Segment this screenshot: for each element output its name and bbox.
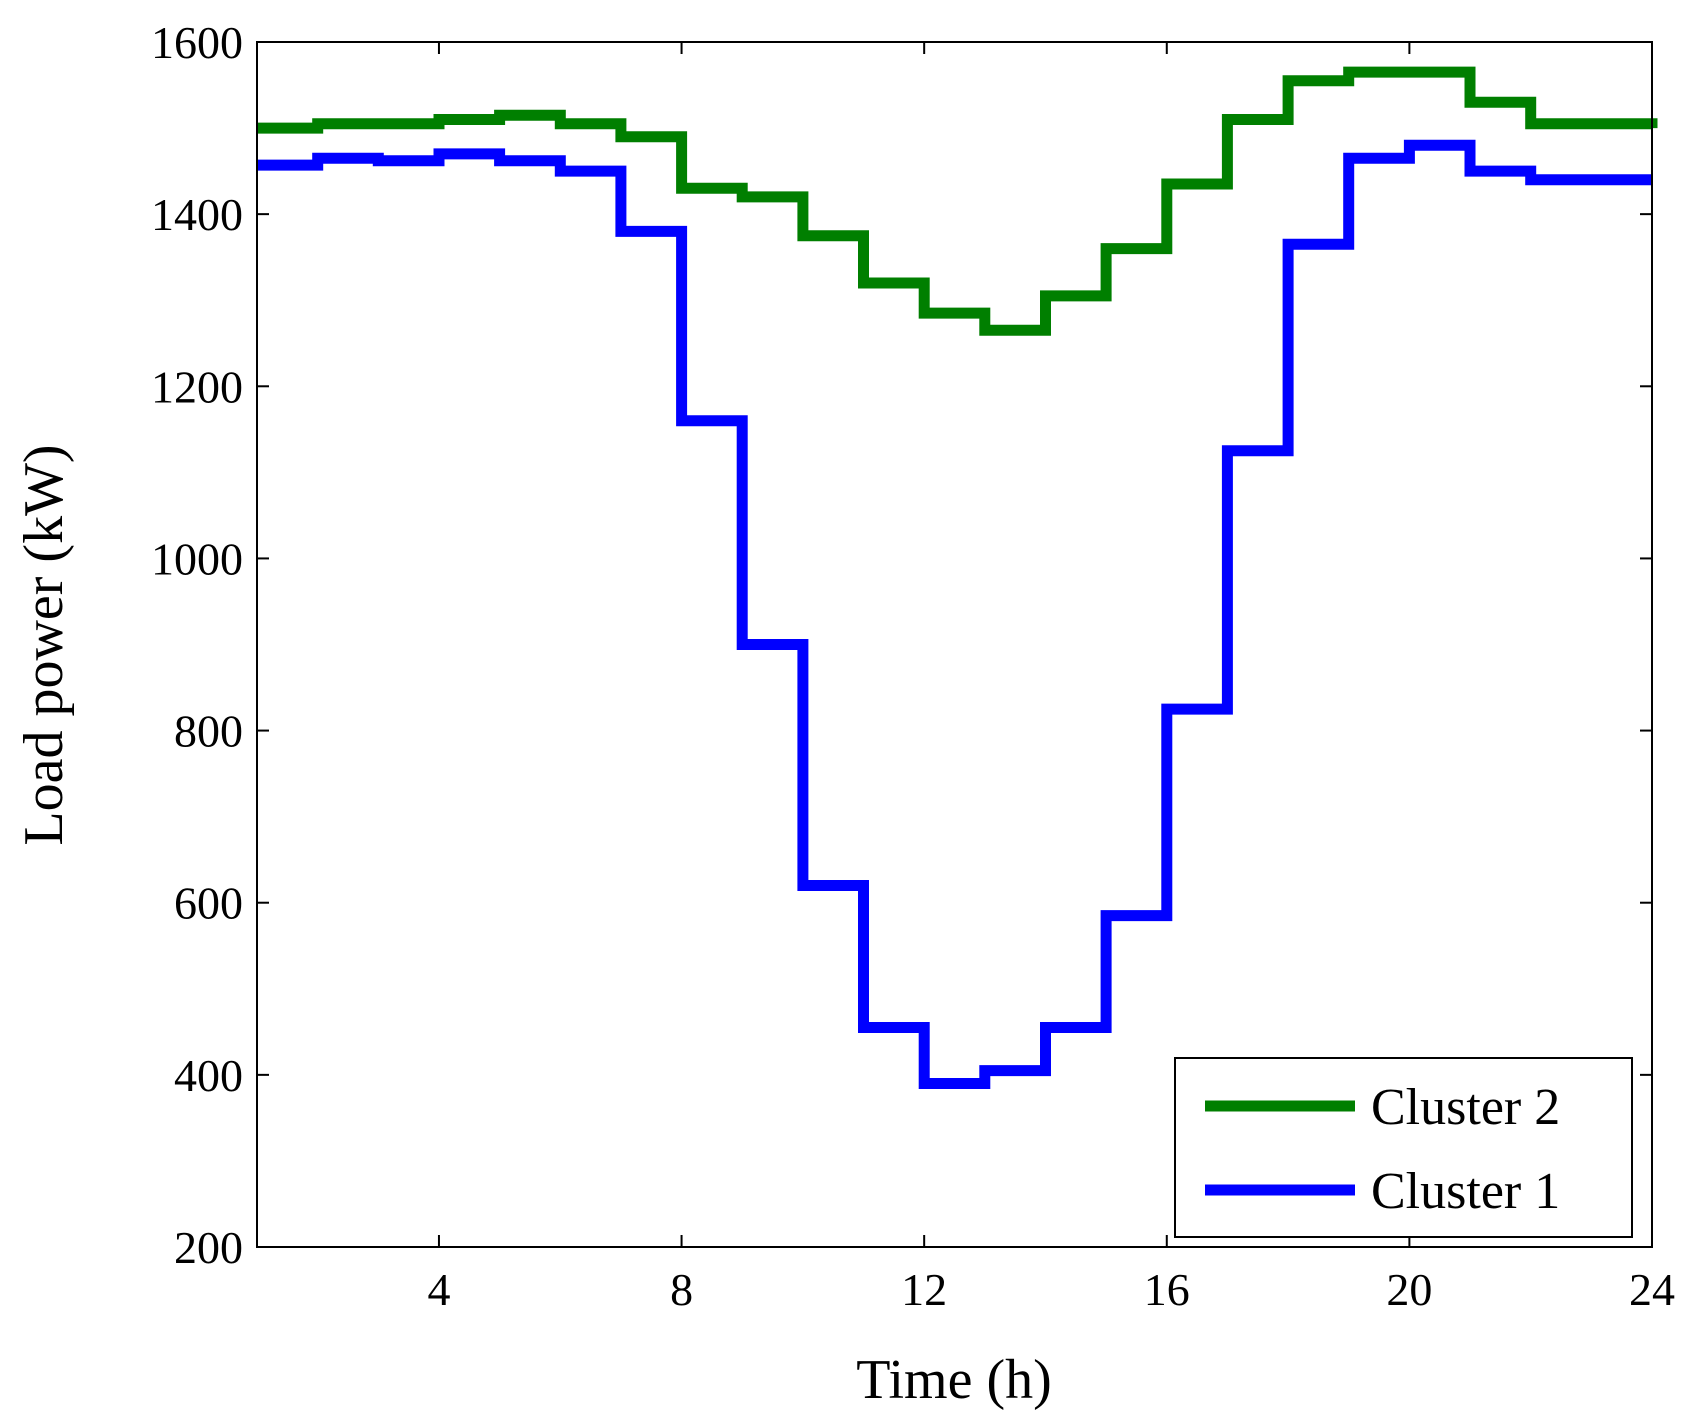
x-tick-label: 4: [427, 1264, 450, 1315]
y-tick-label: 400: [174, 1050, 243, 1101]
y-tick-label: 800: [174, 706, 243, 757]
legend-label-cluster-2: Cluster 2: [1371, 1079, 1560, 1136]
x-tick-label: 24: [1629, 1264, 1675, 1315]
y-tick-label: 1400: [151, 189, 243, 240]
y-tick-label: 200: [174, 1222, 243, 1273]
legend-label-cluster-1: Cluster 1: [1371, 1163, 1560, 1220]
legend: Cluster 2 Cluster 1: [1174, 1057, 1633, 1238]
x-tick-label: 8: [670, 1264, 693, 1315]
y-tick-label: 1000: [151, 533, 243, 584]
x-tick-label: 16: [1144, 1264, 1190, 1315]
x-axis-label: Time (h): [856, 1349, 1052, 1411]
x-tick-label: 12: [901, 1264, 947, 1315]
plot-frame: [256, 41, 1653, 1248]
series-line-cluster-1: [257, 139, 1652, 1089]
plot-area: [257, 42, 1652, 1247]
y-tick-label: 600: [174, 878, 243, 929]
legend-box: [1174, 1057, 1633, 1238]
series-line-cluster-2: [257, 66, 1658, 336]
x-tick-label: 20: [1386, 1264, 1432, 1315]
y-tick-label: 1200: [151, 361, 243, 412]
y-axis-label: Load power (kW): [13, 444, 75, 845]
y-tick-label: 1600: [151, 17, 243, 68]
ticks-layer: 200 400 600 800 1000 1200 1400 1600 4 8 12 16 20 24: [151, 17, 1675, 1315]
series-layer: [257, 66, 1658, 1089]
